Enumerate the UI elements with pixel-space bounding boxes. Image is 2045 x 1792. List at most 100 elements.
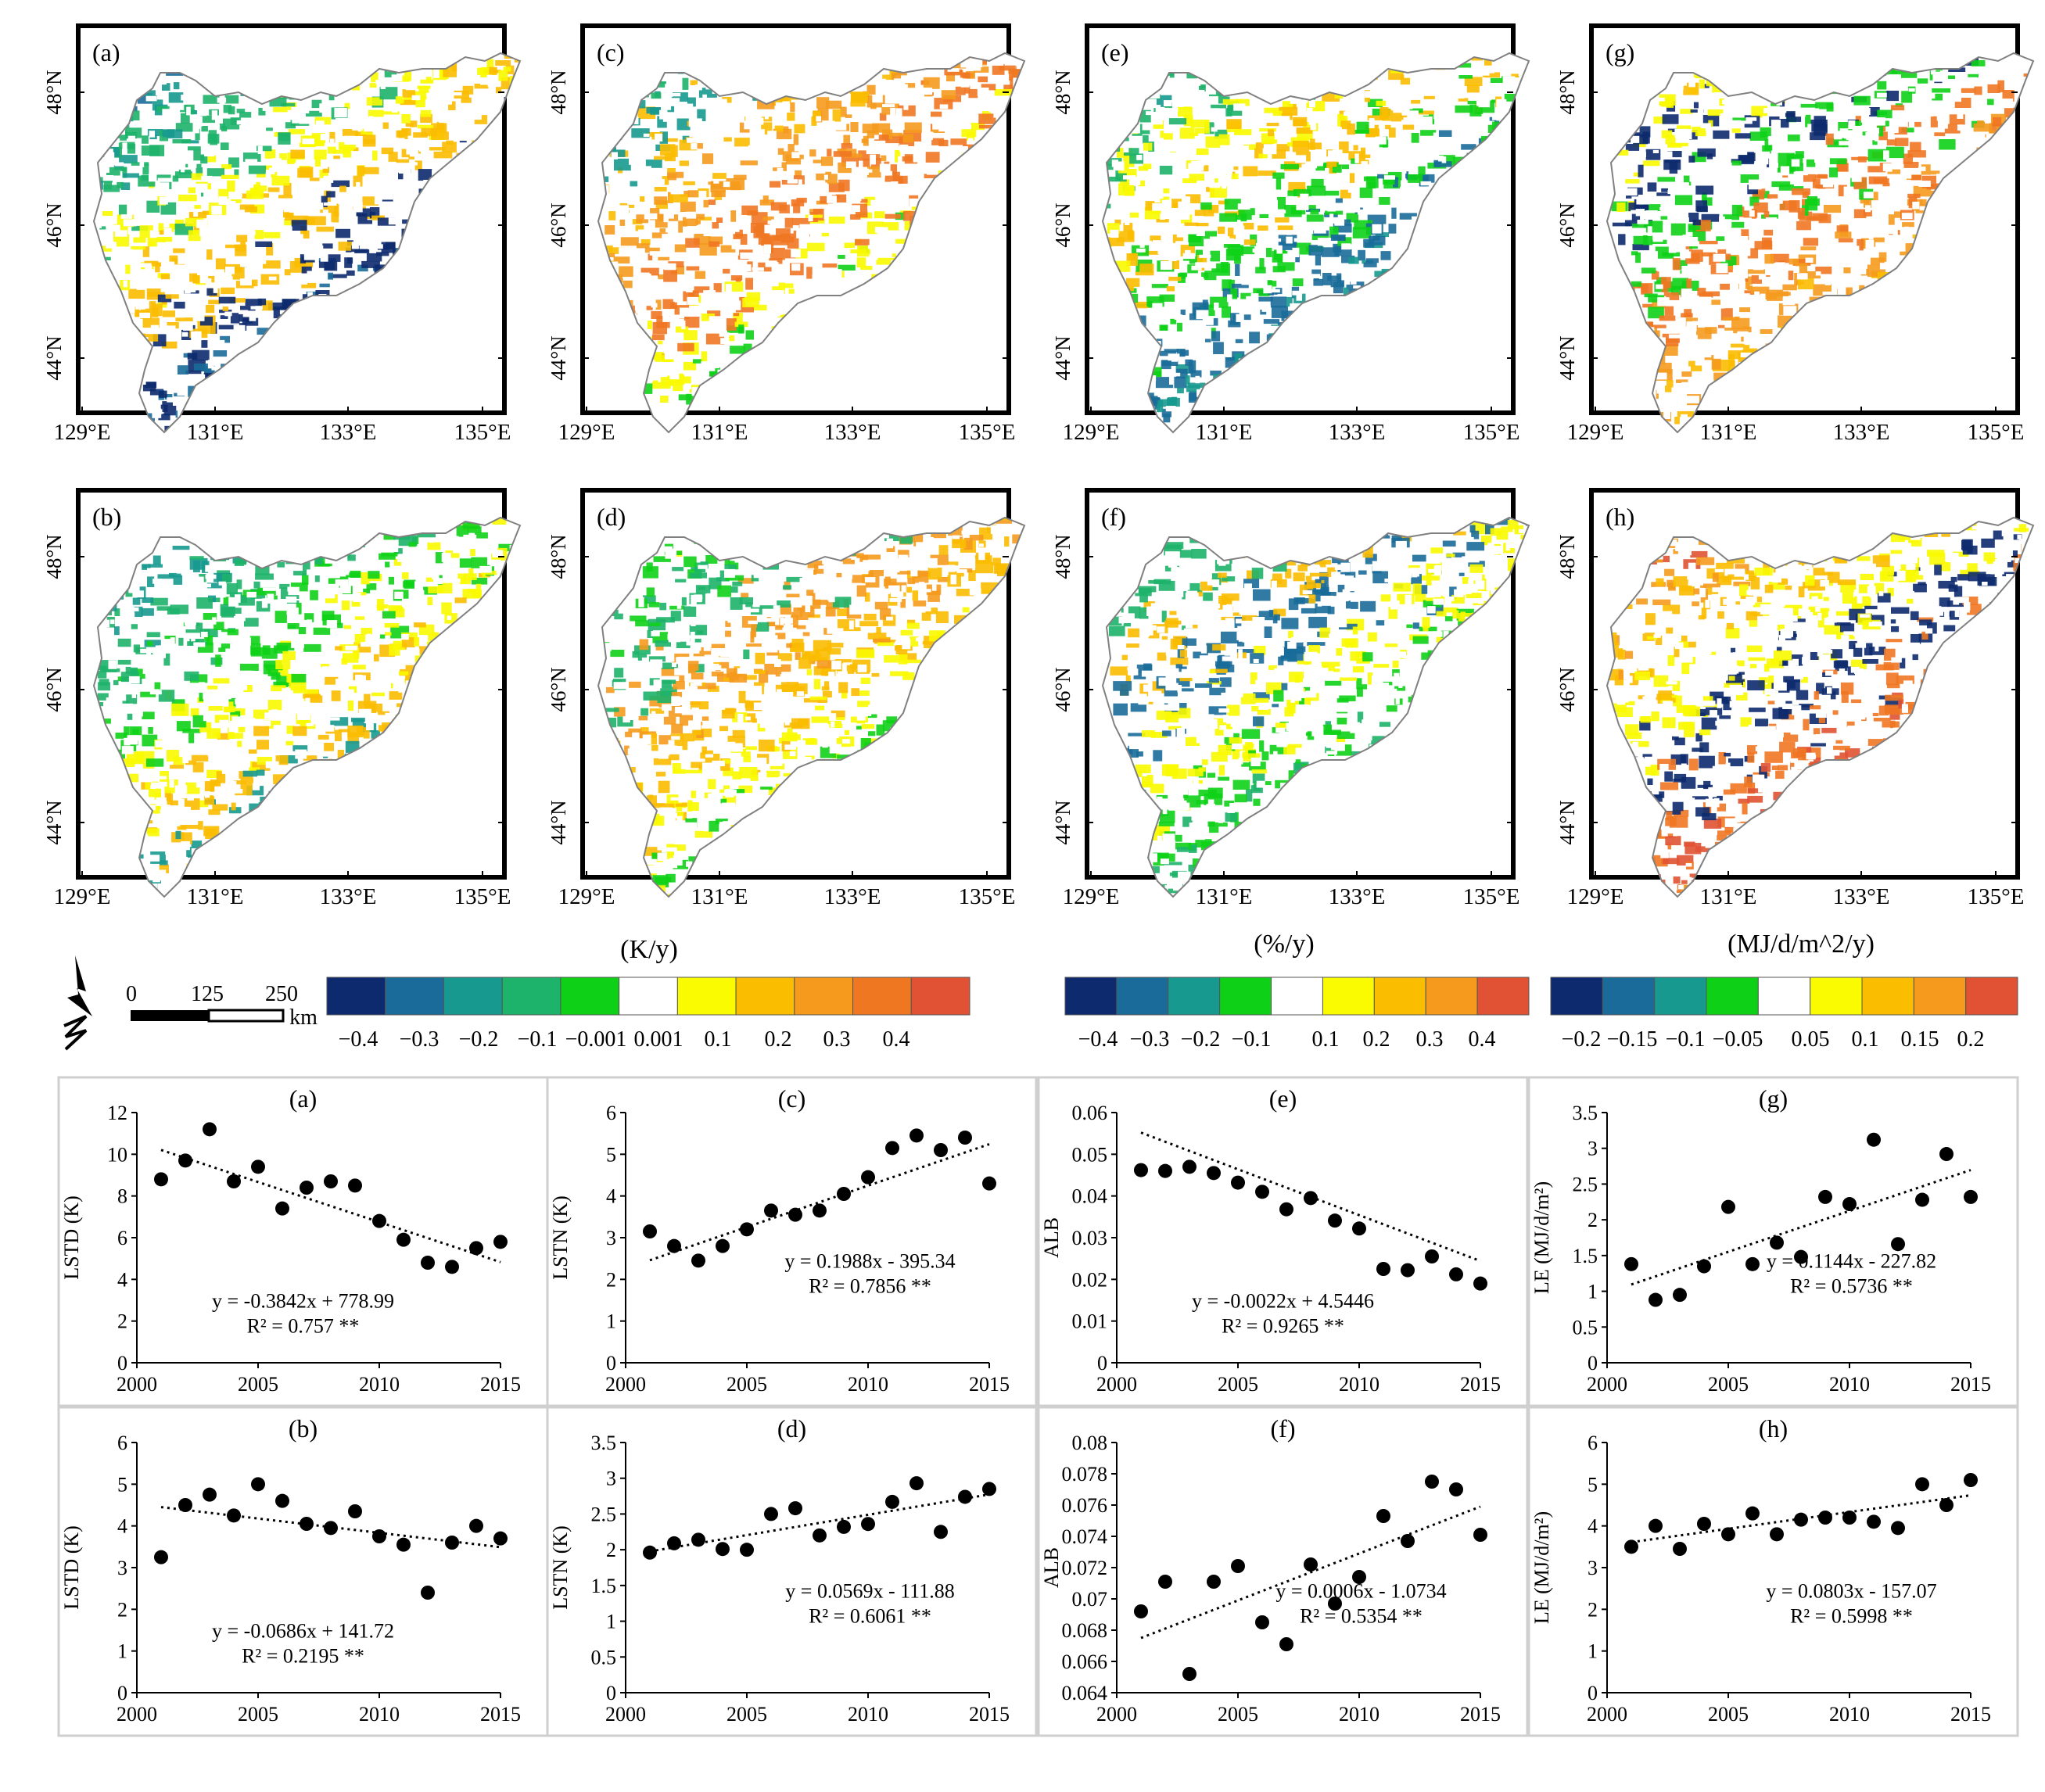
map-pixel bbox=[816, 116, 822, 122]
map-pixel bbox=[278, 428, 291, 432]
map-pixel bbox=[1469, 104, 1482, 116]
map-pixel bbox=[1152, 202, 1164, 211]
map-pixel bbox=[1243, 166, 1258, 177]
map-pixel bbox=[515, 314, 520, 326]
map-pixel bbox=[1315, 170, 1326, 179]
map-pixel bbox=[156, 81, 167, 85]
map-pixel bbox=[1731, 160, 1742, 166]
map-pixel bbox=[820, 156, 834, 167]
map-pixel bbox=[663, 269, 677, 282]
map-pixel bbox=[1205, 339, 1211, 342]
map-pixel bbox=[174, 301, 185, 309]
map-pixel bbox=[642, 152, 649, 159]
map-pixel bbox=[636, 214, 648, 224]
map-pixel bbox=[397, 120, 402, 131]
map-pixel bbox=[1930, 418, 1941, 424]
map-pixel bbox=[651, 310, 662, 319]
lat-label: 46°N bbox=[1051, 202, 1075, 247]
map-pixel bbox=[658, 340, 663, 345]
map-pixel bbox=[1745, 276, 1753, 285]
map-pixel bbox=[902, 134, 914, 143]
map-pixel bbox=[777, 148, 784, 155]
map-pixel bbox=[409, 152, 418, 157]
map-pixel bbox=[1204, 210, 1214, 217]
map-pixel bbox=[668, 213, 674, 219]
map-pixel bbox=[173, 281, 181, 289]
map-pixel bbox=[273, 107, 292, 113]
map-pixel bbox=[325, 142, 338, 146]
map-pixel bbox=[1812, 178, 1821, 188]
map-pixel bbox=[1771, 181, 1791, 188]
map-pixel bbox=[1338, 159, 1351, 165]
map-pixel bbox=[1214, 162, 1225, 167]
map-pixel bbox=[743, 343, 752, 356]
map-pixel bbox=[142, 163, 149, 175]
map-pixel bbox=[793, 188, 803, 192]
map-pixel bbox=[973, 66, 989, 73]
map-pixel bbox=[1021, 425, 1024, 431]
map-pixel bbox=[838, 264, 856, 271]
map-pixel bbox=[844, 234, 853, 240]
map-pixel bbox=[219, 330, 231, 335]
map-pixel bbox=[808, 215, 813, 222]
map-pixel bbox=[163, 228, 172, 236]
map-pixel bbox=[635, 225, 644, 231]
map-pixel bbox=[1813, 418, 1818, 425]
map-pixel bbox=[220, 335, 230, 343]
map-pixel bbox=[1522, 145, 1529, 154]
map-pixel bbox=[845, 114, 852, 118]
map-pixel bbox=[938, 415, 952, 421]
map-pixel bbox=[794, 124, 805, 134]
map-pixel bbox=[1311, 178, 1324, 188]
map-pixel bbox=[224, 311, 232, 317]
map-pixel bbox=[1199, 254, 1211, 258]
map-pixel bbox=[206, 168, 224, 177]
map-pixel bbox=[1228, 279, 1235, 292]
map-pixel bbox=[1724, 328, 1743, 334]
map-pixel bbox=[319, 170, 328, 178]
map-pixel bbox=[903, 192, 908, 200]
map-pixel bbox=[881, 66, 890, 75]
map-pixel bbox=[1835, 231, 1852, 238]
map-pixel bbox=[1196, 148, 1209, 156]
map-pixel bbox=[1968, 73, 1979, 77]
map-pixel bbox=[122, 142, 127, 153]
map-pixel bbox=[1407, 110, 1419, 121]
map-pixel bbox=[677, 342, 694, 352]
map-pixel bbox=[809, 149, 816, 157]
map-pixel bbox=[1308, 245, 1322, 256]
map-pixel bbox=[1123, 148, 1139, 156]
map-pixel bbox=[1186, 194, 1201, 204]
map-pixel bbox=[347, 257, 353, 264]
map-pixel bbox=[2022, 404, 2033, 411]
map-pixel bbox=[814, 225, 823, 233]
map-pixel bbox=[267, 208, 271, 217]
map-pixel bbox=[236, 120, 245, 125]
map-pixel bbox=[1208, 205, 1219, 213]
map-pixel bbox=[306, 138, 325, 147]
map-pixel bbox=[145, 265, 152, 272]
map-pixel bbox=[1195, 375, 1200, 384]
map-pixel bbox=[845, 161, 856, 168]
map-pixel bbox=[458, 135, 472, 142]
map-pixel bbox=[712, 173, 727, 179]
map-pixel bbox=[1805, 114, 1811, 127]
map-pixel bbox=[512, 372, 519, 376]
map-pixel bbox=[1196, 223, 1209, 227]
map-pixel bbox=[1903, 153, 1913, 164]
map-pixel bbox=[927, 165, 938, 175]
map-pixel bbox=[1013, 116, 1024, 124]
map-pixel bbox=[197, 116, 203, 127]
map-pixel bbox=[204, 151, 214, 157]
map-pixel bbox=[1235, 214, 1252, 220]
map-pixel bbox=[1151, 284, 1168, 289]
map-pixel bbox=[247, 231, 256, 235]
map-pixel bbox=[1752, 192, 1765, 200]
map-pixel bbox=[1333, 223, 1352, 233]
map-pixel bbox=[166, 71, 184, 76]
map-pixel bbox=[161, 341, 178, 349]
map-pixel bbox=[1327, 203, 1336, 212]
map-pixel bbox=[401, 198, 407, 207]
map-pixel bbox=[745, 278, 753, 290]
map-pixel bbox=[1478, 99, 1491, 108]
